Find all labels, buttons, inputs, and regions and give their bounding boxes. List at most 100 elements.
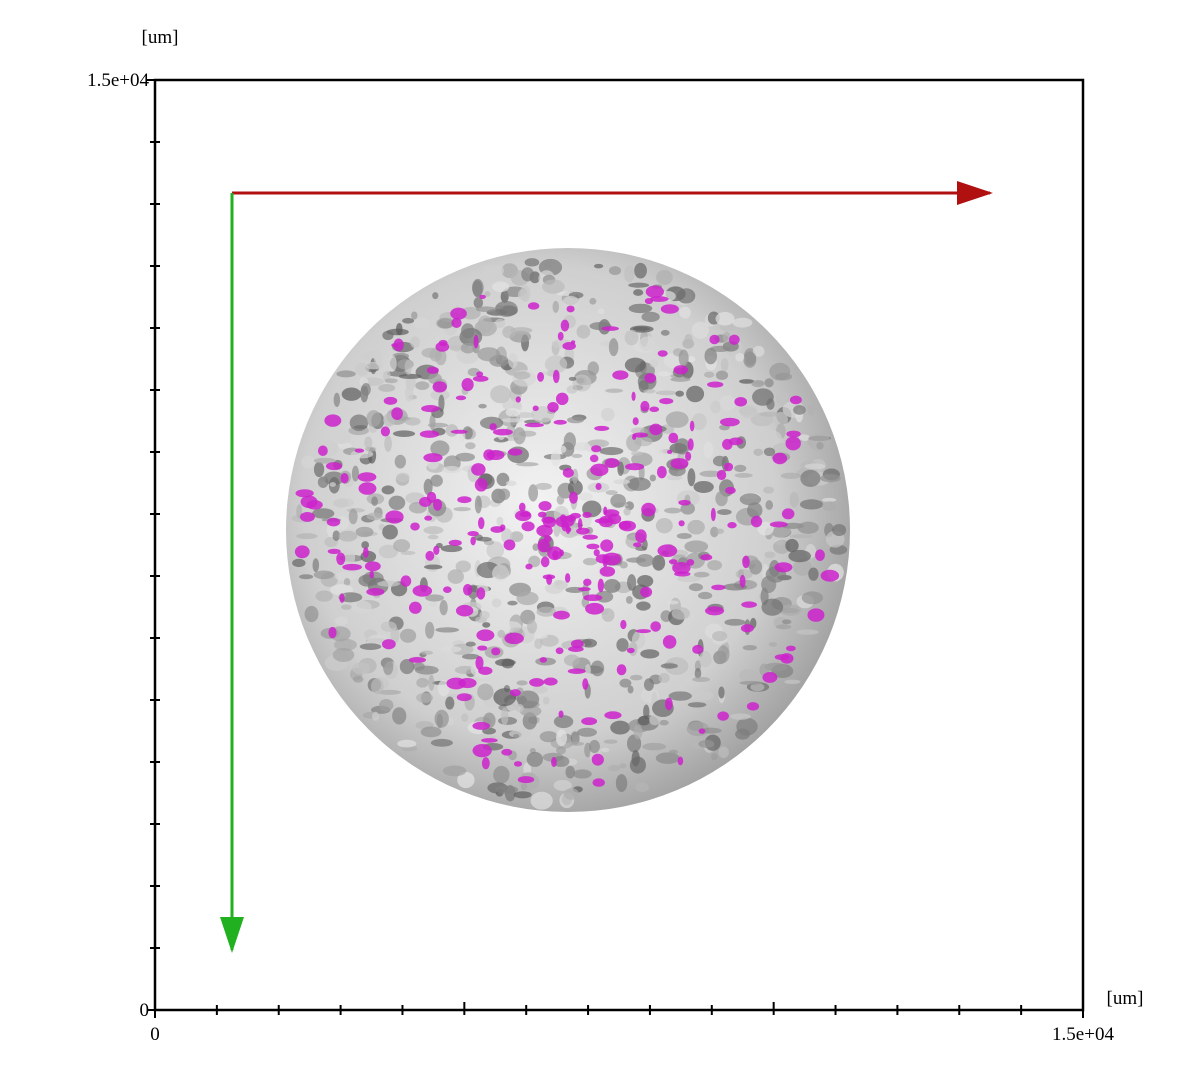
pore: [710, 526, 719, 538]
highlight: [664, 697, 673, 711]
pore: [502, 325, 516, 339]
pore: [687, 702, 707, 708]
highlight: [536, 524, 553, 537]
highlight: [711, 584, 726, 591]
pore: [739, 680, 763, 685]
highlight: [501, 748, 513, 756]
pore: [516, 462, 539, 467]
pore: [553, 579, 563, 586]
pore: [399, 658, 415, 675]
pore: [484, 291, 491, 297]
pore: [652, 554, 666, 571]
pore: [566, 416, 585, 424]
highlight: [820, 569, 840, 582]
pore: [766, 398, 775, 410]
pore: [478, 403, 487, 409]
pore: [366, 512, 383, 521]
pore: [627, 685, 634, 694]
pore: [351, 600, 372, 614]
highlight: [560, 514, 567, 523]
highlight: [707, 381, 724, 388]
pore: [703, 441, 714, 459]
highlight: [668, 559, 678, 565]
pore: [776, 624, 792, 630]
highlight: [727, 522, 737, 529]
pore: [707, 560, 723, 571]
highlight: [492, 428, 513, 436]
highlight: [362, 547, 369, 558]
pore: [822, 501, 837, 512]
highlight: [479, 294, 486, 299]
pore: [455, 452, 475, 462]
highlight: [408, 601, 422, 614]
pore: [427, 422, 449, 428]
pore: [789, 534, 814, 539]
pore: [776, 391, 789, 405]
pore: [455, 560, 472, 573]
pore: [584, 664, 591, 678]
highlight: [746, 702, 760, 711]
highlight: [632, 417, 639, 426]
pore: [556, 495, 565, 505]
pore: [619, 678, 632, 688]
pore: [715, 370, 729, 381]
pore: [552, 756, 570, 767]
highlight: [599, 566, 616, 577]
highlight: [582, 678, 589, 690]
pore: [476, 306, 497, 313]
pore: [465, 442, 476, 450]
highlight: [391, 343, 399, 348]
pore: [513, 427, 526, 445]
highlight: [471, 463, 486, 476]
highlight: [489, 423, 497, 431]
pore: [739, 379, 755, 384]
highlight: [591, 445, 602, 453]
highlight: [560, 319, 570, 332]
pore: [404, 417, 421, 426]
pore: [395, 323, 403, 336]
pore: [808, 567, 819, 581]
highlight: [786, 430, 801, 438]
pore: [571, 453, 583, 459]
highlight: [641, 502, 656, 517]
pore: [542, 696, 550, 705]
pore: [669, 749, 678, 755]
pore: [507, 600, 518, 606]
highlight: [393, 338, 404, 352]
pore: [410, 336, 421, 349]
pore: [378, 544, 399, 559]
pore: [686, 385, 705, 403]
pore: [624, 329, 639, 346]
pore: [780, 472, 802, 479]
pore: [635, 782, 649, 793]
highlight: [734, 397, 748, 407]
pore: [624, 265, 635, 283]
highlight: [582, 511, 592, 518]
y-tick-label: 0: [140, 1000, 150, 1021]
pore: [712, 630, 728, 642]
highlight: [604, 711, 622, 720]
highlight: [380, 426, 391, 437]
highlight: [509, 689, 521, 697]
pore: [545, 582, 564, 594]
pore: [687, 468, 696, 487]
highlight: [716, 469, 727, 481]
highlight: [670, 458, 689, 469]
pore: [477, 683, 494, 701]
pore: [761, 575, 777, 594]
highlight: [668, 432, 679, 444]
highlight: [569, 491, 578, 504]
pore: [445, 696, 455, 710]
highlight: [366, 588, 385, 596]
highlight: [327, 548, 341, 555]
pore: [619, 763, 627, 769]
highlight: [674, 571, 691, 577]
pore: [747, 502, 763, 519]
highlight: [294, 545, 310, 559]
pore: [565, 765, 576, 779]
pore: [631, 452, 653, 467]
pore: [473, 297, 484, 309]
highlight: [604, 458, 620, 468]
pore: [342, 549, 356, 566]
pore: [676, 288, 696, 304]
